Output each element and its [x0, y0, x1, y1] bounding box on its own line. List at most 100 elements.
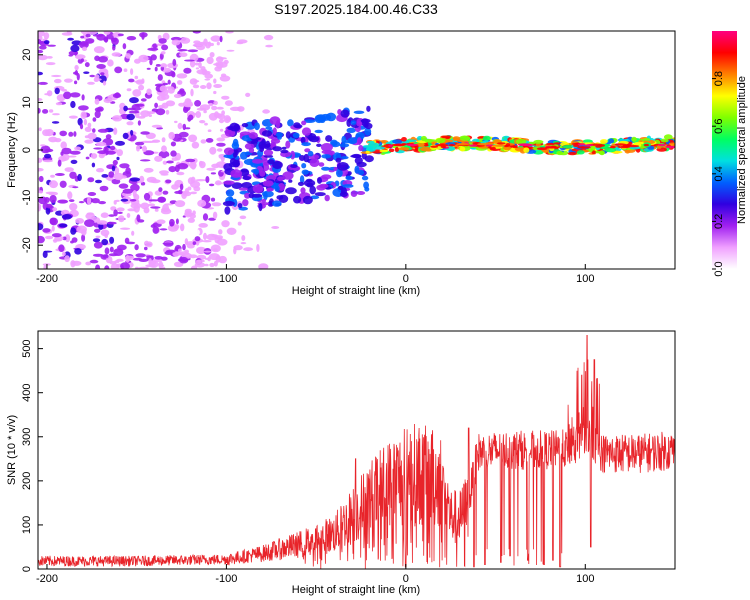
heatmap-cell: [216, 238, 228, 246]
heatmap-cell: [339, 143, 350, 148]
heatmap-cell: [138, 84, 145, 91]
heatmap-cell: [173, 93, 182, 99]
heatmap-cell: [122, 43, 127, 50]
heatmap-cell: [42, 159, 54, 163]
heatmap-cell: [272, 161, 283, 169]
heatmap-cell: [128, 78, 135, 83]
heatmap-cell: [97, 150, 108, 155]
heatmap-cell: [81, 58, 84, 62]
heatmap-cell: [111, 37, 119, 45]
heatmap-cell: [69, 92, 81, 98]
heatmap-cell: [120, 198, 129, 202]
heatmap-cell: [350, 154, 362, 158]
heatmap-cell: [208, 183, 215, 187]
heatmap-cell: [59, 130, 67, 137]
heatmap-cell: [358, 145, 364, 152]
heatmap-cell: [199, 160, 203, 166]
heatmap-cell: [52, 207, 58, 212]
heatmap-cell: [275, 132, 284, 137]
heatmap-y-ticks: -20 -10 0 10 20: [21, 49, 43, 253]
heatmap-cell: [71, 260, 82, 266]
heatmap-cell: [165, 179, 172, 184]
heatmap-cell: [213, 248, 218, 251]
heatmap-cell: [126, 121, 134, 126]
heatmap-cell: [357, 169, 365, 176]
heatmap-cell: [333, 166, 338, 172]
heatmap-cell: [52, 113, 60, 116]
heatmap-cell: [297, 181, 305, 186]
heatmap-cell: [362, 145, 371, 148]
heatmap-cell: [341, 156, 349, 160]
heatmap-cell: [154, 102, 159, 109]
heatmap-cell: [152, 43, 158, 49]
heatmap-cell: [178, 251, 190, 256]
heatmap-cell: [93, 46, 105, 54]
heatmap-cell: [63, 91, 72, 100]
heatmap-cell: [94, 228, 101, 233]
heatmap-cell: [482, 135, 491, 141]
heatmap-cell: [103, 98, 113, 104]
heatmap-cell: [614, 143, 627, 146]
heatmap-cell: [258, 263, 269, 269]
heatmap-cell: [309, 158, 320, 167]
heatmap-cell: [83, 71, 90, 74]
heatmap-cell: [137, 120, 141, 126]
heatmap-cell: [48, 109, 54, 113]
heatmap-cell: [60, 141, 67, 149]
heatmap-cell: [170, 36, 182, 41]
heatmap-cell: [364, 155, 374, 163]
heatmap-cell: [158, 38, 167, 44]
heatmap-cell: [435, 138, 446, 144]
heatmap-cell: [169, 221, 174, 227]
heatmap-cell: [44, 153, 52, 159]
snr-x-tick-label: -100: [215, 573, 237, 585]
heatmap-cell: [185, 158, 196, 163]
heatmap-x-tick-label: -200: [36, 273, 58, 285]
heatmap-cell: [85, 212, 95, 220]
heatmap-cell: [70, 159, 78, 164]
heatmap-y-axis-label: Frequency (Hz): [6, 112, 18, 188]
heatmap-cell: [97, 106, 104, 112]
heatmap-cell: [119, 163, 130, 169]
heatmap-cell: [87, 31, 98, 35]
heatmap-cell: [146, 111, 156, 115]
heatmap-cell: [237, 221, 242, 226]
heatmap-cell: [631, 136, 637, 142]
heatmap-cell: [251, 169, 258, 173]
snr-y-tick-label: 400: [21, 384, 33, 402]
heatmap-cell: [178, 248, 182, 252]
heatmap-cell: [154, 208, 159, 212]
heatmap-cell: [231, 141, 240, 150]
snr-x-tick-label: 0: [403, 573, 409, 585]
heatmap-cell: [221, 110, 226, 116]
heatmap-cell: [204, 263, 209, 267]
heatmap-cell: [51, 225, 55, 232]
heatmap-cell: [78, 41, 89, 49]
heatmap-cell: [158, 196, 167, 203]
heatmap-cell: [299, 175, 305, 184]
heatmap-cell: [42, 250, 48, 258]
heatmap-cell: [170, 141, 176, 147]
heatmap-cell: [95, 264, 101, 269]
heatmap-cell: [112, 32, 122, 38]
heatmap-cell: [468, 144, 477, 147]
heatmap-cell: [191, 141, 200, 149]
heatmap-cell: [167, 86, 175, 94]
heatmap-cell: [324, 194, 330, 202]
heatmap-cell: [117, 211, 123, 214]
heatmap-cell: [205, 176, 210, 183]
heatmap-cell: [149, 58, 153, 66]
heatmap-cell: [318, 162, 325, 167]
heatmap-cell: [38, 223, 44, 231]
heatmap-cell: [591, 150, 596, 154]
heatmap-cell: [126, 113, 135, 121]
heatmap-cell: [341, 135, 347, 145]
heatmap-cell: [130, 68, 134, 75]
heatmap-cell: [40, 144, 46, 147]
heatmap-cell: [254, 122, 260, 131]
heatmap-cell: [44, 148, 54, 153]
heatmap-cell: [598, 151, 605, 155]
heatmap-cell: [87, 192, 97, 196]
heatmap-cell: [347, 171, 352, 176]
heatmap-cell: [106, 164, 117, 170]
